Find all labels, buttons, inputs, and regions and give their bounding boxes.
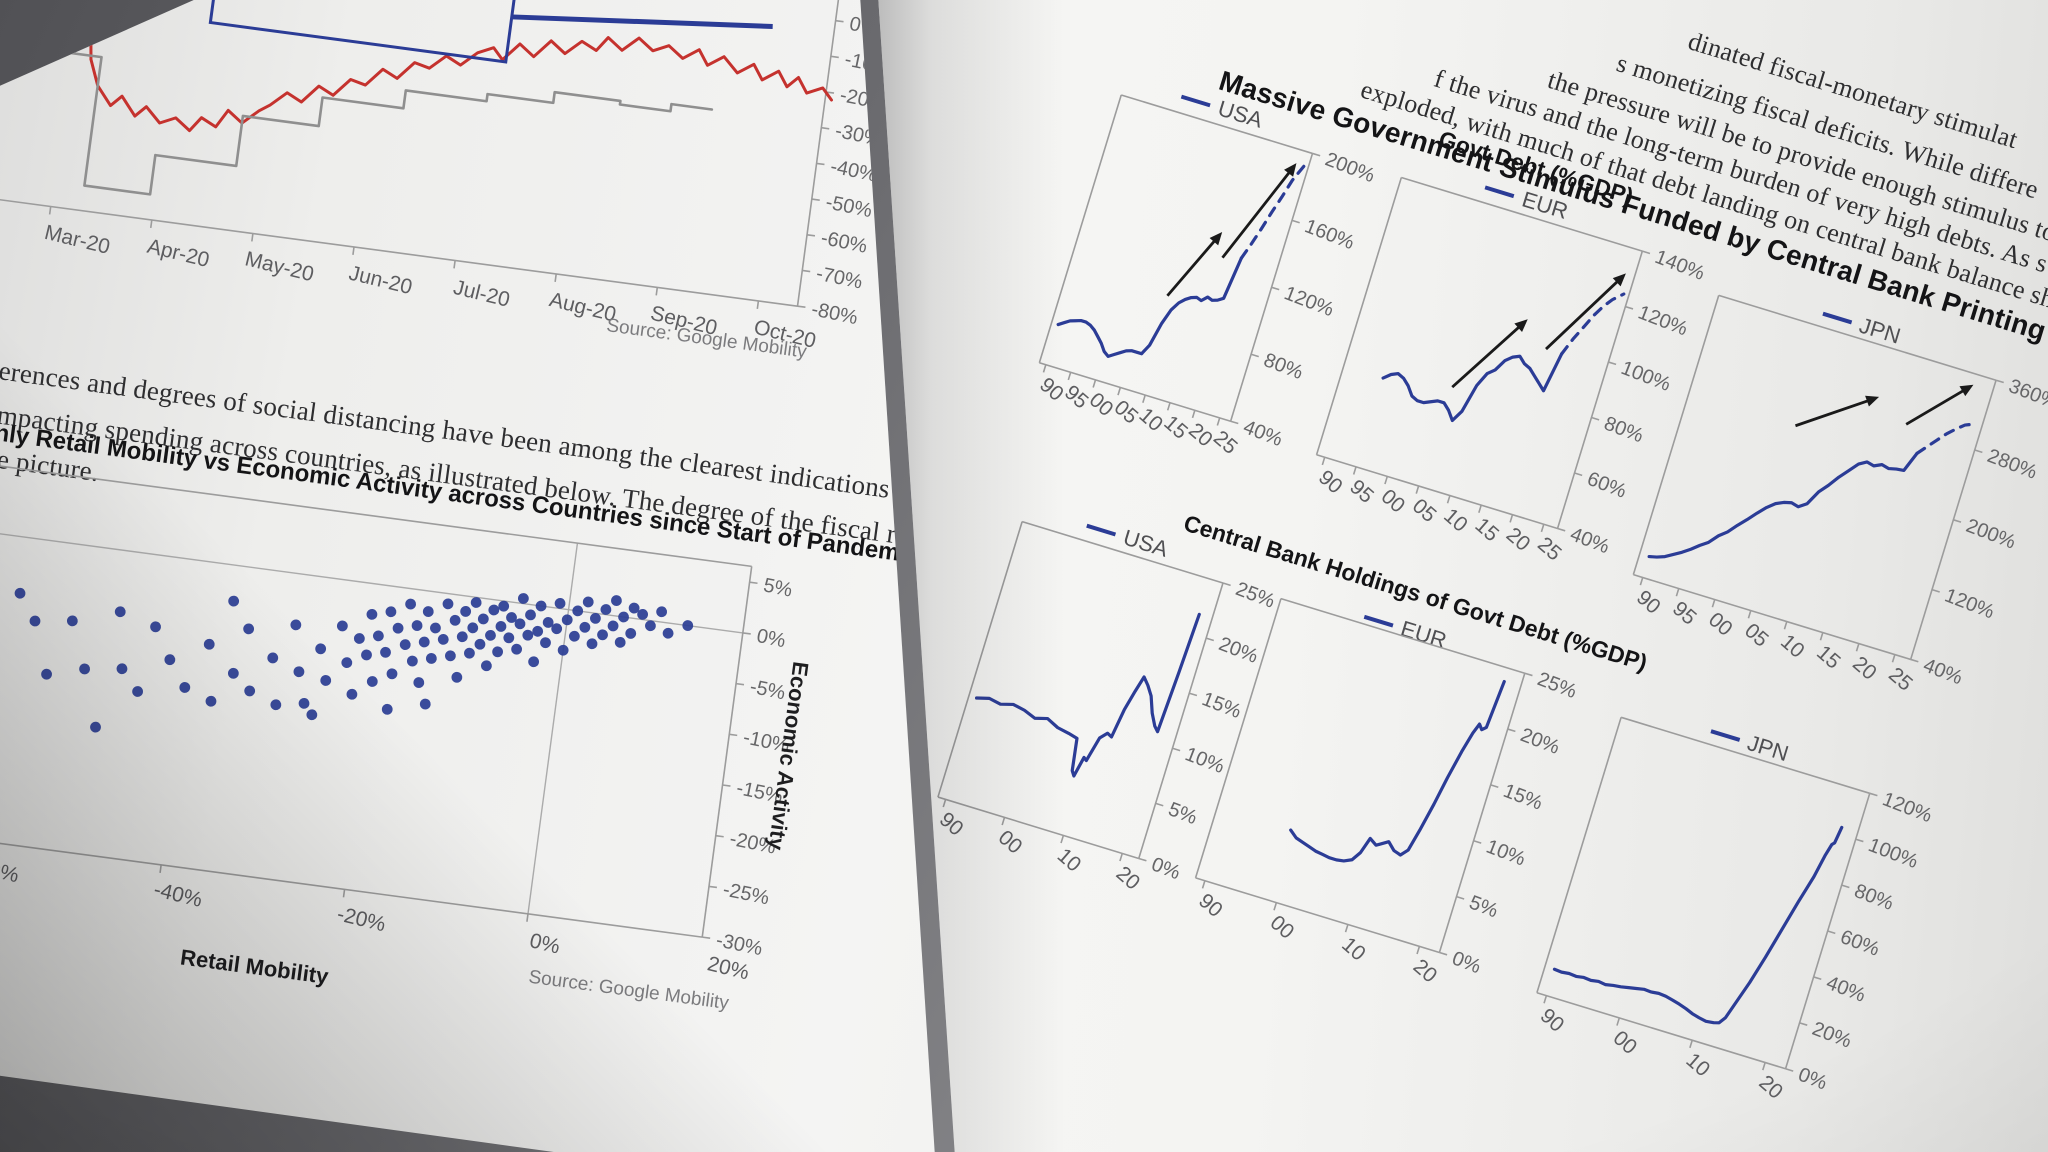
svg-text:-20%: -20% [335, 902, 388, 936]
svg-text:120%: 120% [1635, 302, 1691, 341]
svg-text:90: 90 [935, 808, 968, 841]
svg-text:280%: 280% [1984, 445, 2040, 484]
svg-text:360%: 360% [2006, 375, 2048, 414]
svg-text:15: 15 [1470, 514, 1503, 547]
svg-text:00: 00 [1704, 608, 1737, 641]
cb-holdings-eur-chart: 25% 20% 15% 10% 5% 0% 90 00 10 20 [1194, 597, 1580, 988]
svg-text:0%: 0% [527, 929, 562, 958]
svg-text:40%: 40% [1823, 972, 1868, 1007]
cb-holdings-jpn-chart: 120% 100% 80% 60% 40% 20% 0% 90 00 10 20 [1536, 716, 1935, 1104]
svg-text:90: 90 [1314, 466, 1347, 499]
svg-text:25: 25 [1533, 533, 1566, 566]
svg-text:80%: 80% [1601, 412, 1646, 447]
svg-text:05: 05 [1740, 619, 1773, 652]
svg-text:200%: 200% [1322, 148, 1378, 187]
svg-text:0%: 0% [1449, 947, 1484, 978]
svg-text:95: 95 [1668, 597, 1701, 630]
svg-text:10: 10 [1053, 844, 1086, 877]
svg-text:-70%: -70% [814, 263, 864, 294]
svg-text:0%: 0% [1148, 853, 1183, 884]
svg-text:00: 00 [994, 826, 1027, 859]
svg-text:100%: 100% [1865, 834, 1921, 873]
svg-text:200%: 200% [1963, 515, 2019, 554]
svg-text:10: 10 [1682, 1049, 1715, 1082]
svg-text:40%: 40% [1920, 654, 1965, 689]
svg-text:Jun-20: Jun-20 [347, 262, 415, 299]
svg-text:20: 20 [1502, 523, 1535, 556]
svg-text:Apr-20: Apr-20 [145, 235, 212, 272]
svg-text:0%: 0% [848, 13, 881, 40]
svg-text:160%: 160% [1302, 215, 1358, 254]
svg-text:40%: 40% [1240, 416, 1285, 451]
svg-text:-30%: -30% [833, 120, 883, 151]
svg-text:20: 20 [1409, 955, 1442, 988]
svg-text:60%: 60% [1584, 468, 1629, 503]
svg-text:100%: 100% [1618, 357, 1674, 396]
svg-text:95: 95 [1345, 475, 1378, 508]
svg-text:90: 90 [1035, 373, 1068, 406]
svg-text:80%: 80% [1851, 880, 1896, 915]
svg-text:15%: 15% [1500, 780, 1545, 815]
svg-text:90: 90 [1194, 889, 1227, 922]
svg-text:120%: 120% [1942, 585, 1998, 624]
svg-text:10: 10 [1337, 933, 1370, 966]
svg-text:120%: 120% [1879, 788, 1935, 827]
svg-text:20: 20 [1112, 862, 1145, 895]
svg-text:-40%: -40% [829, 156, 879, 187]
svg-text:90: 90 [1536, 1004, 1569, 1037]
svg-text:15: 15 [1812, 641, 1845, 674]
svg-text:-40%: -40% [151, 878, 204, 912]
svg-text:-25%: -25% [721, 879, 771, 910]
svg-text:-80%: -80% [809, 298, 859, 329]
svg-text:-60%: -60% [0, 854, 21, 888]
svg-text:5%: 5% [1466, 892, 1501, 923]
svg-text:40%: 40% [1567, 523, 1612, 558]
svg-text:20%: 20% [1809, 1018, 1854, 1053]
svg-text:05: 05 [1408, 494, 1441, 527]
svg-text:-20%: -20% [838, 84, 888, 115]
svg-text:20: 20 [1754, 1071, 1787, 1104]
svg-text:10: 10 [1439, 504, 1472, 537]
svg-text:20: 20 [1848, 652, 1881, 685]
svg-text:May-20: May-20 [243, 247, 316, 286]
svg-text:10: 10 [1776, 630, 1809, 663]
svg-text:-50%: -50% [824, 191, 874, 222]
svg-text:140%: 140% [1652, 246, 1708, 285]
svg-text:00: 00 [1609, 1026, 1642, 1059]
svg-text:Mar-20: Mar-20 [42, 221, 112, 259]
govt-debt-jpn-chart: 360% 280% 200% 120% 40% 90 95 00 05 10 15 20 25 [1632, 294, 2048, 696]
svg-text:-60%: -60% [819, 227, 869, 258]
svg-text:25: 25 [1884, 663, 1917, 696]
svg-text:10%: 10% [1483, 836, 1528, 871]
svg-text:20%: 20% [705, 952, 751, 984]
svg-text:5%: 5% [1165, 798, 1200, 829]
svg-text:0%: 0% [755, 625, 788, 652]
svg-text:00: 00 [1377, 485, 1410, 518]
scatter-chart: 5%0%-5%-10%-15%-20%-25%-30%-60%-40%-20%0… [0, 450, 795, 984]
svg-text:5%: 5% [762, 574, 795, 601]
svg-text:25%: 25% [1534, 668, 1579, 703]
svg-text:20%: 20% [1517, 724, 1562, 759]
svg-text:0%: 0% [1795, 1064, 1830, 1095]
svg-text:90: 90 [1632, 586, 1665, 619]
svg-text:80%: 80% [1261, 349, 1306, 384]
svg-text:60%: 60% [1837, 926, 1882, 961]
svg-text:120%: 120% [1281, 282, 1337, 321]
svg-text:00: 00 [1266, 911, 1299, 944]
